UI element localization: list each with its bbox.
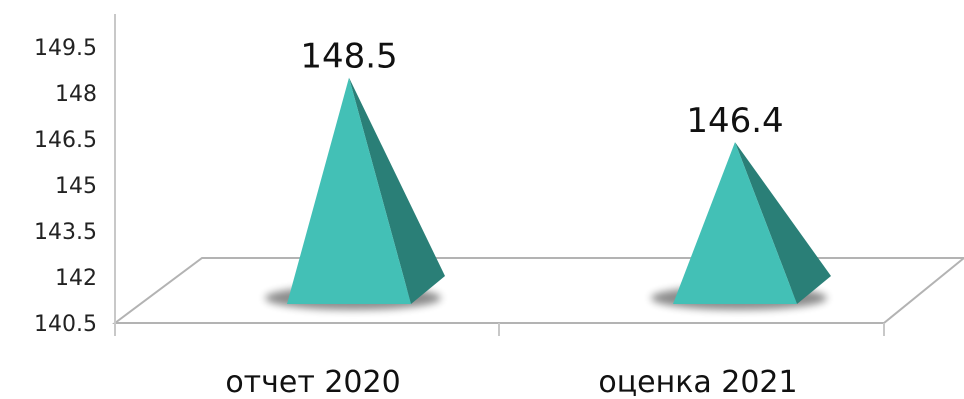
pyramid-side-face <box>349 77 445 305</box>
category-labels: отчет 2020 оценка 2021 <box>225 365 797 399</box>
data-labels: 148.5 146.4 <box>300 37 783 141</box>
y-tick-label: 148 <box>55 82 97 107</box>
y-tick-label: 145 <box>55 174 97 199</box>
data-label: 146.4 <box>686 101 783 141</box>
y-tick-label: 143.5 <box>34 220 97 245</box>
pyramid-front-face <box>287 77 411 305</box>
pyramid-series <box>265 77 831 310</box>
category-label: отчет 2020 <box>225 365 400 399</box>
y-tick-label: 142 <box>55 266 97 291</box>
y-tick-label: 146.5 <box>34 128 97 153</box>
data-label: 148.5 <box>300 37 397 77</box>
y-tick-label: 149.5 <box>34 36 97 61</box>
chart-floor <box>111 257 964 324</box>
pyramid-bar <box>265 77 445 310</box>
category-label: оценка 2021 <box>598 365 797 399</box>
pyramid-side-face <box>735 142 831 304</box>
pyramid-front-face <box>673 142 797 304</box>
y-tick-label: 140.5 <box>34 312 97 337</box>
y-tick-labels: 149.5 148 146.5 145 143.5 142 140.5 <box>34 36 97 337</box>
pyramid-bar <box>651 142 831 310</box>
